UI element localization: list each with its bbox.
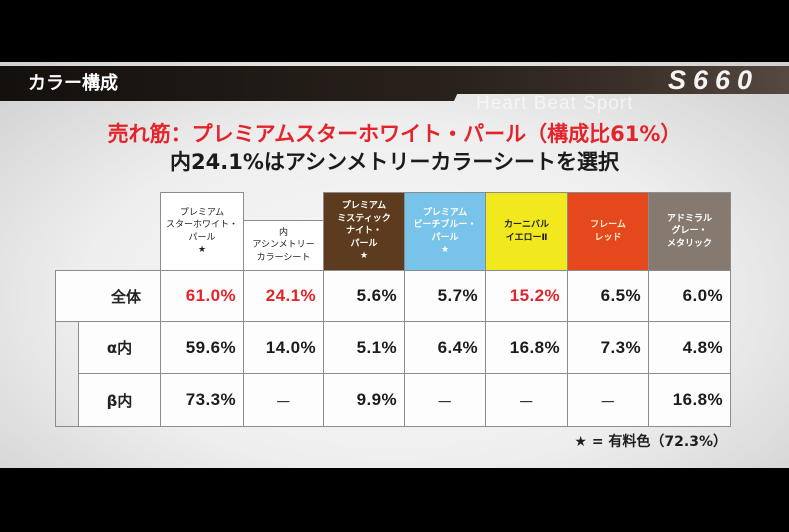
table-cell: 16.8% [485,321,568,374]
column-header-line: メタリック [666,238,712,249]
column-header-line: グレー・ [671,226,708,237]
s660-logo: S660 [668,65,760,95]
watermark-text: Heart Beat Sport [476,93,634,114]
paid-color-star-icon: ★ [359,251,369,262]
column-header-line: 内 [278,227,288,238]
column-header-admiral-gray: アドミラル グレー・ メタリック [648,192,731,271]
slide: カラー構成 S660 Heart Beat Sport 売れ筋：プレミアムスター… [0,62,789,468]
header-bar-left [0,66,470,101]
column-header-line: プレミアム [341,201,387,212]
column-header-line: スターホワイト・ [165,220,238,230]
footnote-paid-colors: ★ = 有料色（72.3%） [574,434,727,450]
table-cell: 7.3% [567,321,649,374]
table-cell: 16.8% [648,373,731,427]
table-cell: 9.9% [323,373,405,427]
table-cell: 6.0% [648,270,731,322]
column-header-line: パール [350,238,378,249]
table-cell: 14.0% [243,321,324,374]
column-header-line: カラーシート [256,252,311,263]
paid-color-star-icon: ★ [197,245,207,255]
table-cell: － [485,373,568,427]
table-cell: － [567,373,649,427]
headline-bestseller: 売れ筋：プレミアムスターホワイト・パール（構成比61%） [107,122,682,146]
column-header-line: プレミアム [422,207,468,218]
paid-color-star-icon: ★ [440,245,450,255]
table-cell: 6.5% [567,270,649,322]
column-header-line: パール [188,232,216,243]
column-header-line: フレーム [590,220,626,230]
column-header-line: プレミアム [179,207,225,218]
row-group-bracket [55,321,79,427]
table-cell: 5.1% [323,321,405,374]
table-cell: 15.2% [485,270,568,322]
column-header-flame-red: フレーム レッド [567,192,649,271]
table-cell: 59.6% [160,321,244,374]
column-header-line: レッド [594,232,622,243]
table-cell: 4.8% [648,321,731,374]
column-header-line: カーニバル [503,220,549,230]
table-cell: － [243,373,324,427]
table-cell: － [404,373,486,427]
column-header-carnival-yellow: カーニバル イエローⅡ [485,192,568,271]
table-cell: 24.1% [243,270,324,322]
column-header-star-white-pearl: プレミアム スターホワイト・ パール ★ [160,192,244,271]
table-cell: 73.3% [160,373,244,427]
table-cell: 6.4% [404,321,486,374]
column-header-line: ナイト・ [345,226,382,237]
column-header-line: アドミラル [666,213,712,224]
slide-title: カラー構成 [28,73,118,94]
column-header-line: ビーチブルー・ [413,220,477,230]
column-header-asymmetry-seat: 内 アシンメトリー カラーシート [243,220,324,271]
color-share-table: プレミアム スターホワイト・ パール ★ 内 アシンメトリー カラーシート プレ… [55,192,731,427]
column-header-beach-blue-pearl: プレミアム ビーチブルー・ パール ★ [404,192,486,271]
table-cell: 61.0% [160,270,244,322]
table-cell: 5.7% [404,270,486,322]
column-header-line: イエローⅡ [505,232,548,243]
table-cell: 5.6% [323,270,405,322]
row-label-alpha: α内 [78,321,161,374]
row-label-overall: 全体 [55,270,161,322]
column-header-mystic-night-pearl: プレミアム ミスティック ナイト・ パール ★ [323,192,405,271]
column-header-line: アシンメトリー [252,240,315,251]
column-header-line: パール [431,232,459,243]
row-label-beta: β内 [78,373,161,427]
column-header-line: ミスティック [337,213,391,224]
headline-subtitle: 内24.1%はアシンメトリーカラーシートを選択 [170,150,619,174]
